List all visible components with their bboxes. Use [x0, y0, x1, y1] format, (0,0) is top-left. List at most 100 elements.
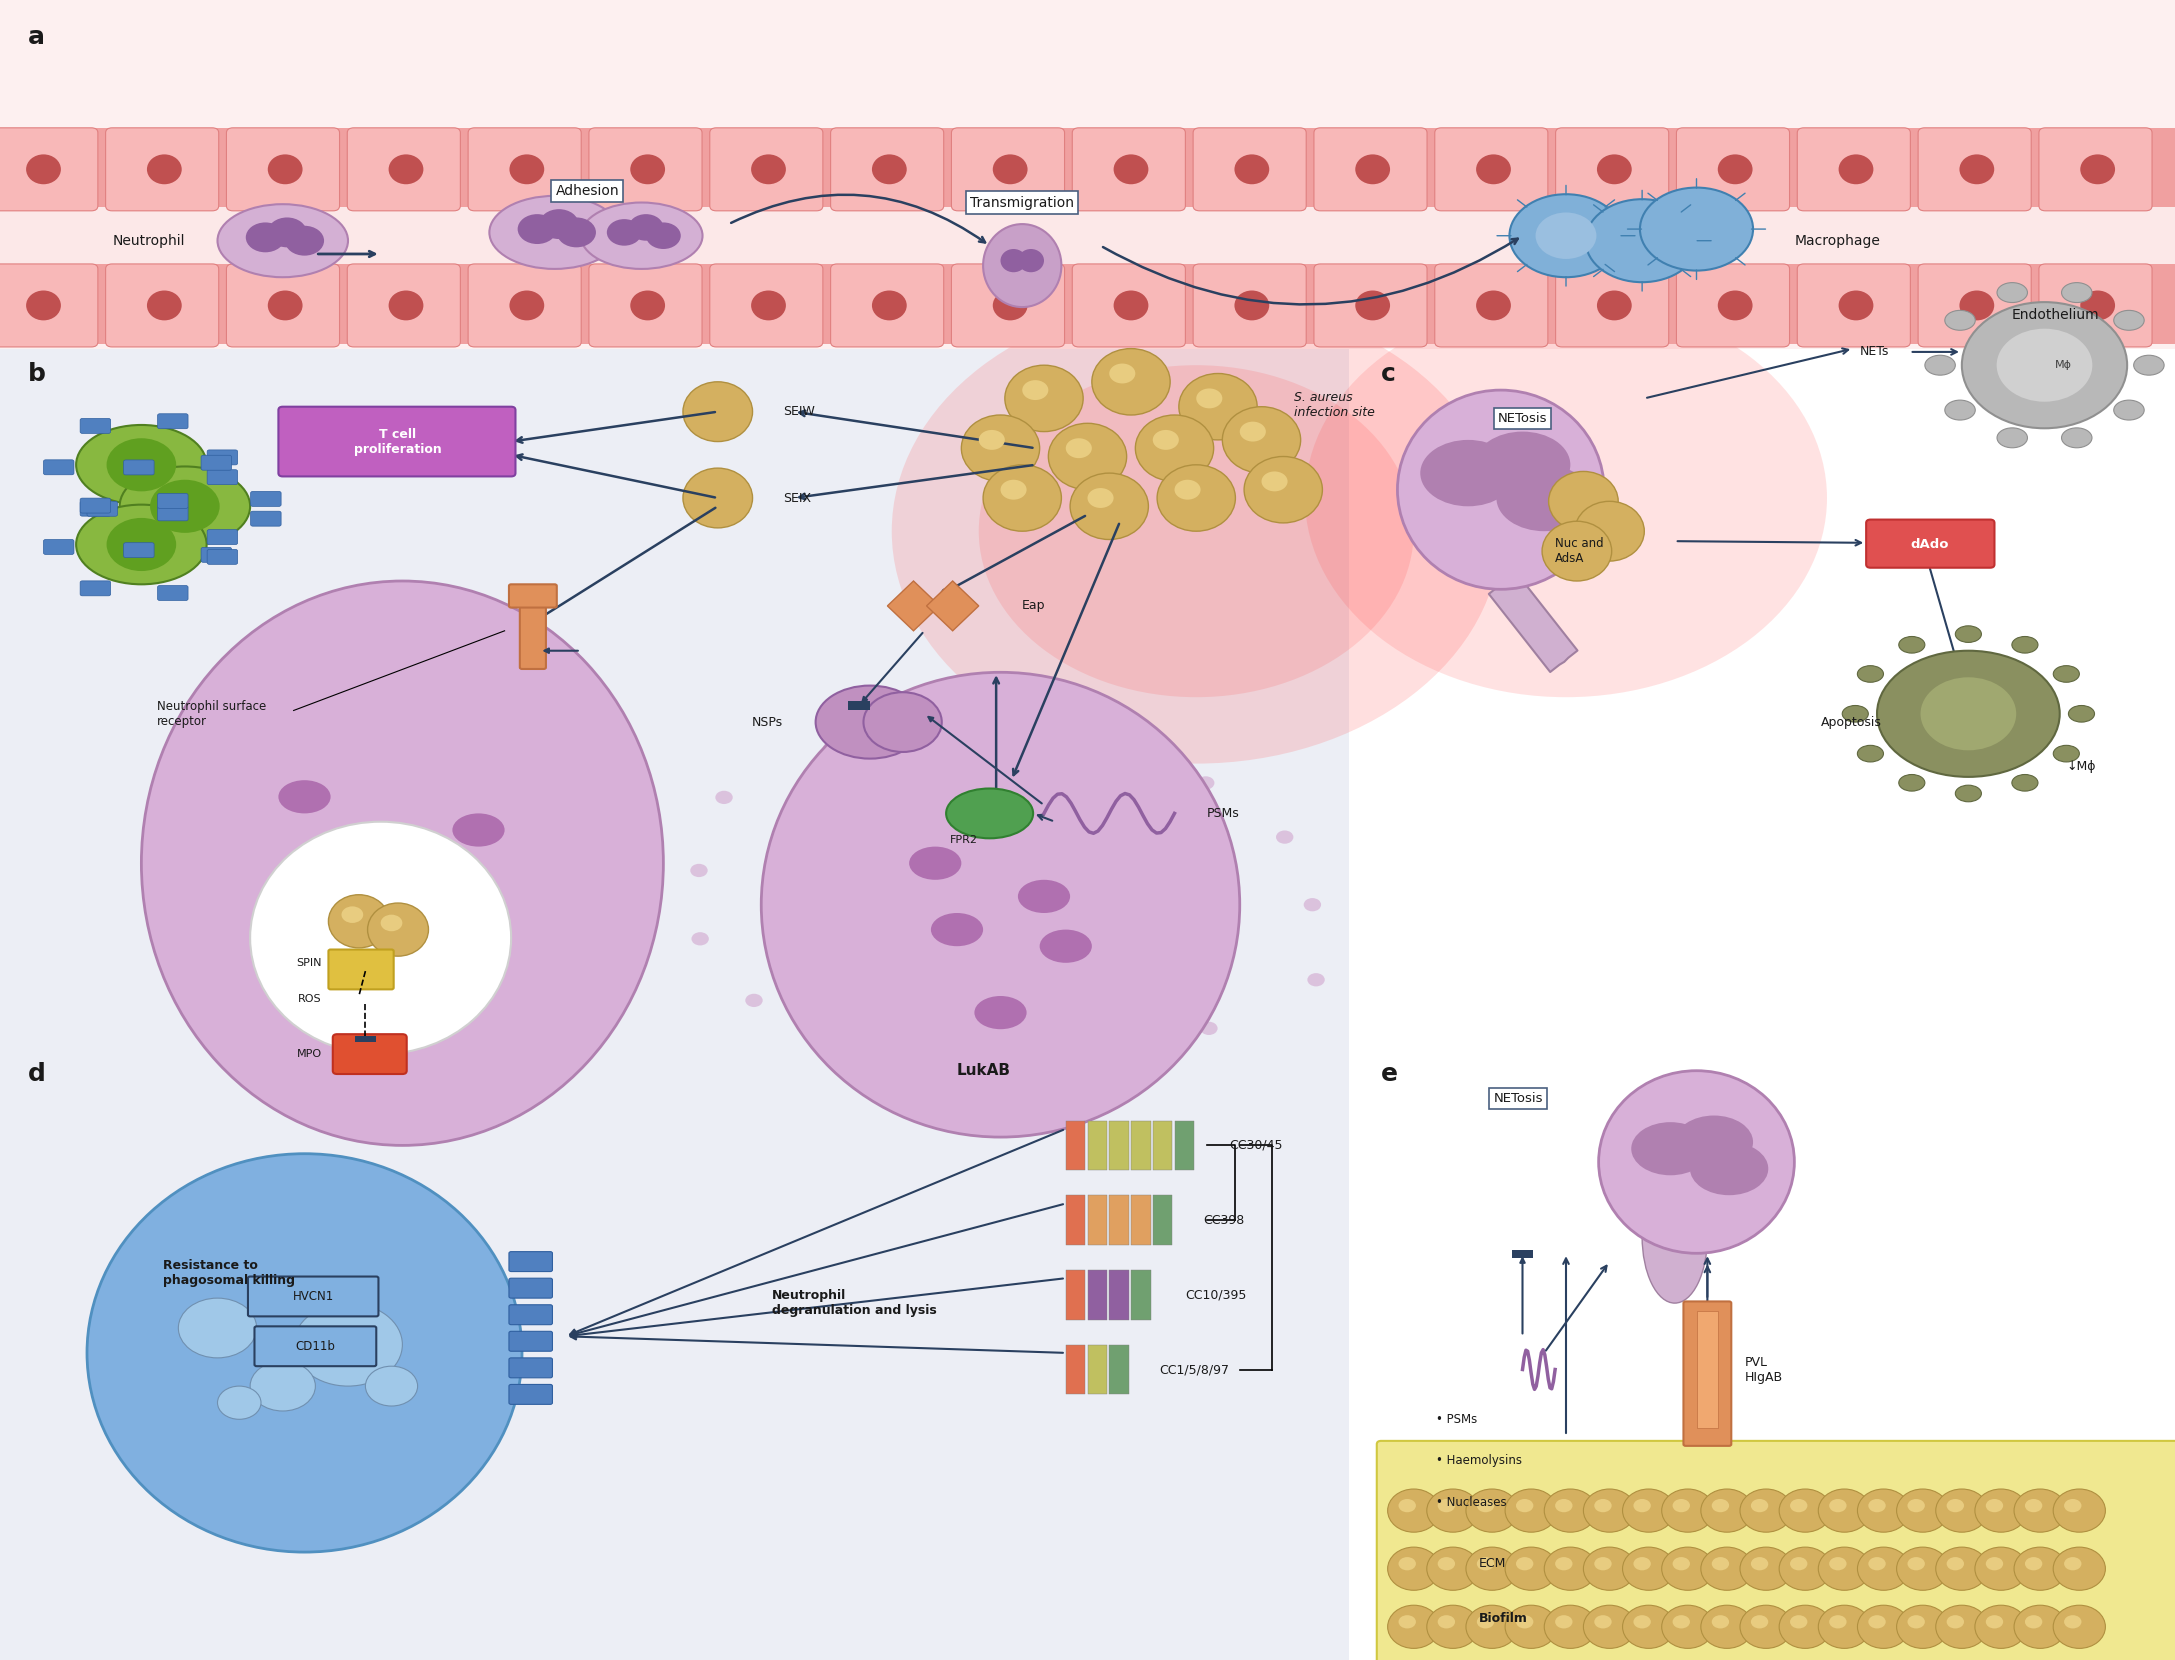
Ellipse shape — [1544, 1489, 1596, 1532]
Text: ↓Mϕ: ↓Mϕ — [2066, 760, 2097, 774]
FancyBboxPatch shape — [207, 549, 237, 564]
FancyBboxPatch shape — [200, 455, 231, 470]
Text: S. aureus
infection site: S. aureus infection site — [1294, 392, 1375, 418]
Ellipse shape — [1594, 1499, 1612, 1512]
Text: NETs: NETs — [1860, 345, 1890, 359]
FancyBboxPatch shape — [107, 264, 220, 347]
Ellipse shape — [381, 915, 402, 931]
Ellipse shape — [683, 468, 753, 528]
Circle shape — [1220, 764, 1238, 777]
Ellipse shape — [1662, 1547, 1714, 1590]
Text: PVL
HIgAB: PVL HIgAB — [1744, 1356, 1784, 1383]
Bar — [1066, 1195, 1085, 1245]
Ellipse shape — [1555, 1499, 1573, 1512]
FancyBboxPatch shape — [157, 586, 187, 601]
Ellipse shape — [1388, 1489, 1440, 1532]
Ellipse shape — [1701, 1489, 1753, 1532]
Ellipse shape — [974, 996, 1027, 1029]
Ellipse shape — [961, 415, 1040, 481]
Ellipse shape — [1542, 521, 1612, 581]
Ellipse shape — [1751, 1557, 1768, 1570]
Circle shape — [659, 936, 676, 950]
Ellipse shape — [389, 290, 424, 320]
Ellipse shape — [1986, 1499, 2003, 1512]
Circle shape — [957, 1074, 974, 1087]
Ellipse shape — [1583, 1605, 1636, 1648]
Ellipse shape — [1701, 1605, 1753, 1648]
Ellipse shape — [1673, 1615, 1690, 1628]
Ellipse shape — [946, 788, 1033, 838]
Ellipse shape — [1997, 428, 2027, 448]
Text: FPR2: FPR2 — [950, 835, 977, 845]
Ellipse shape — [26, 154, 61, 184]
FancyBboxPatch shape — [107, 128, 220, 211]
Ellipse shape — [557, 217, 596, 247]
Ellipse shape — [1907, 1557, 1925, 1570]
FancyBboxPatch shape — [509, 584, 557, 608]
Text: Adhesion: Adhesion — [555, 184, 620, 198]
FancyBboxPatch shape — [80, 581, 111, 596]
FancyBboxPatch shape — [207, 450, 237, 465]
Ellipse shape — [1818, 1605, 1870, 1648]
Text: Nuc and
AdsA: Nuc and AdsA — [1555, 538, 1603, 564]
Ellipse shape — [1675, 1116, 1753, 1169]
Ellipse shape — [389, 154, 424, 184]
Ellipse shape — [750, 290, 785, 320]
Circle shape — [955, 715, 972, 729]
Text: Mϕ: Mϕ — [2055, 360, 2073, 370]
Ellipse shape — [1505, 1489, 1557, 1532]
FancyBboxPatch shape — [226, 128, 339, 211]
Ellipse shape — [2014, 1547, 2066, 1590]
Text: CD11b: CD11b — [296, 1340, 335, 1353]
Bar — [1131, 1195, 1151, 1245]
Ellipse shape — [629, 214, 663, 241]
Ellipse shape — [1960, 290, 1994, 320]
Ellipse shape — [2064, 1499, 2081, 1512]
Ellipse shape — [761, 672, 1240, 1137]
Ellipse shape — [1114, 154, 1148, 184]
FancyBboxPatch shape — [1555, 128, 1668, 211]
FancyBboxPatch shape — [1377, 1441, 2175, 1660]
Text: ECM: ECM — [1479, 1557, 1507, 1570]
Bar — [1109, 1270, 1129, 1320]
Text: • PSMs: • PSMs — [1436, 1413, 1477, 1426]
Text: SEIW: SEIW — [783, 405, 816, 418]
Ellipse shape — [1466, 1489, 1518, 1532]
Circle shape — [666, 862, 683, 875]
Bar — [0, 349, 1348, 1660]
Bar — [1066, 1270, 1085, 1320]
Ellipse shape — [1174, 480, 1201, 500]
Ellipse shape — [1947, 1499, 1964, 1512]
Ellipse shape — [148, 154, 183, 184]
Bar — [1088, 1120, 1107, 1170]
Ellipse shape — [1427, 1489, 1479, 1532]
Ellipse shape — [1544, 1547, 1596, 1590]
Ellipse shape — [328, 895, 389, 948]
Ellipse shape — [1857, 1489, 1910, 1532]
Ellipse shape — [1921, 677, 2016, 750]
Circle shape — [218, 1386, 261, 1419]
Ellipse shape — [2025, 1499, 2042, 1512]
Ellipse shape — [1868, 1615, 1886, 1628]
FancyBboxPatch shape — [328, 950, 394, 989]
Text: CC10/395: CC10/395 — [1185, 1288, 1246, 1301]
Circle shape — [733, 797, 750, 810]
Ellipse shape — [341, 906, 363, 923]
Ellipse shape — [1623, 1547, 1675, 1590]
Ellipse shape — [1642, 1170, 1707, 1303]
Ellipse shape — [1240, 422, 1266, 442]
Ellipse shape — [1868, 1557, 1886, 1570]
FancyBboxPatch shape — [1314, 128, 1427, 211]
FancyBboxPatch shape — [80, 501, 111, 516]
Bar — [1066, 1345, 1085, 1394]
Ellipse shape — [1936, 1547, 1988, 1590]
FancyBboxPatch shape — [250, 511, 281, 526]
Ellipse shape — [1818, 1489, 1870, 1532]
Ellipse shape — [1690, 1142, 1768, 1195]
Ellipse shape — [1420, 440, 1516, 506]
Ellipse shape — [2014, 1489, 2066, 1532]
Ellipse shape — [1712, 1557, 1729, 1570]
Ellipse shape — [1355, 154, 1390, 184]
FancyBboxPatch shape — [124, 460, 154, 475]
Ellipse shape — [581, 203, 703, 269]
